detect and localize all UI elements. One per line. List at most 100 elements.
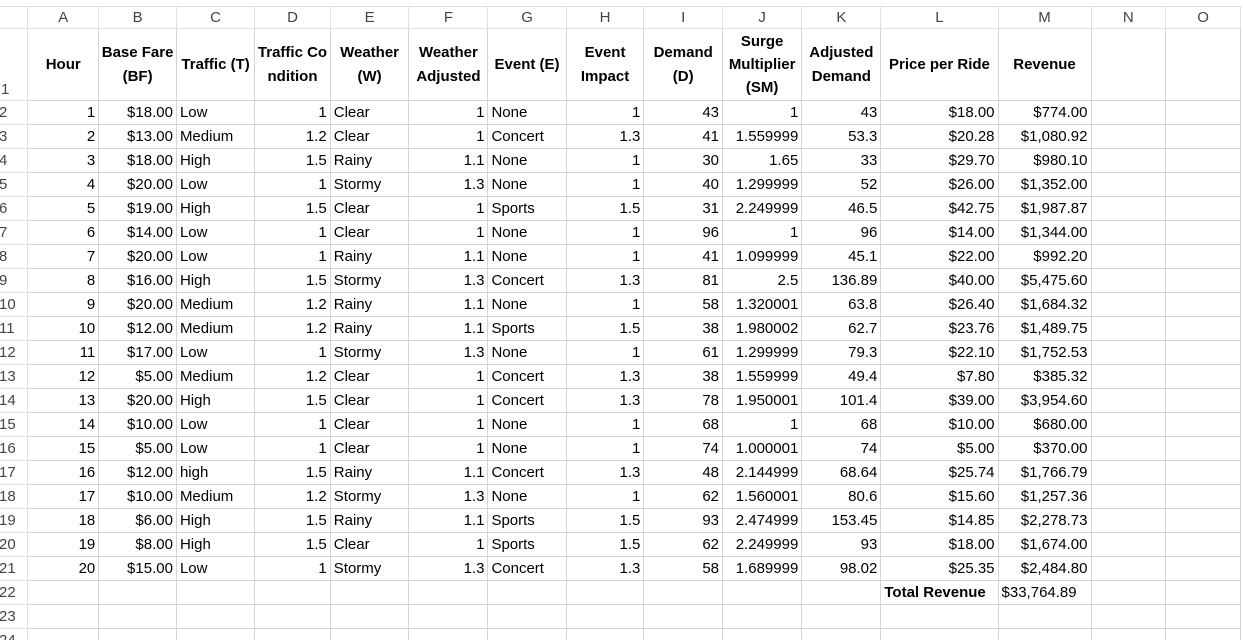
- cell-n[interactable]: [1090, 508, 1167, 533]
- cell-h[interactable]: 1.3: [565, 364, 645, 389]
- cell-g[interactable]: None: [487, 484, 567, 509]
- cell-b[interactable]: $15.00: [98, 556, 177, 581]
- row-header[interactable]: 12: [0, 340, 29, 365]
- cell-d[interactable]: 1.5: [254, 460, 331, 485]
- cell-l[interactable]: $39.00: [880, 388, 999, 413]
- cell-g[interactable]: None: [487, 172, 567, 197]
- cell-f[interactable]: 1: [408, 364, 489, 389]
- cell-d[interactable]: 1.5: [254, 508, 331, 533]
- cell-k[interactable]: 80.6: [801, 484, 882, 509]
- cell-l[interactable]: $26.00: [880, 172, 999, 197]
- cell-b[interactable]: [98, 604, 177, 629]
- cell-c[interactable]: Medium: [175, 124, 256, 149]
- row-header[interactable]: 22: [0, 580, 29, 605]
- cell-d[interactable]: 1.5: [254, 268, 331, 293]
- header-cell-i[interactable]: Demand (D): [643, 28, 724, 101]
- cell-a[interactable]: 5: [27, 196, 100, 221]
- cell-j[interactable]: 1.000001: [722, 436, 803, 461]
- column-header-d[interactable]: D: [254, 6, 331, 29]
- cell-k[interactable]: 52: [801, 172, 882, 197]
- cell-h[interactable]: 1: [565, 148, 645, 173]
- cell-h[interactable]: 1: [565, 292, 645, 317]
- cell-c[interactable]: Low: [175, 100, 256, 125]
- cell-o[interactable]: [1165, 148, 1241, 173]
- cell-n[interactable]: [1090, 148, 1167, 173]
- cell-j[interactable]: 2.5: [722, 268, 803, 293]
- row-header[interactable]: 5: [0, 172, 29, 197]
- cell-m[interactable]: $1,752.53: [997, 340, 1092, 365]
- cell-h[interactable]: 1: [565, 412, 645, 437]
- cell-k[interactable]: 33: [801, 148, 882, 173]
- cell-l[interactable]: $22.10: [880, 340, 999, 365]
- cell-f[interactable]: 1.1: [408, 244, 489, 269]
- row-header[interactable]: 23: [0, 604, 29, 629]
- cell-a[interactable]: [27, 604, 100, 629]
- header-cell-m[interactable]: Revenue: [997, 28, 1092, 101]
- cell-m[interactable]: $2,278.73: [997, 508, 1092, 533]
- cell-m[interactable]: $1,080.92: [997, 124, 1092, 149]
- cell-l[interactable]: [880, 628, 999, 640]
- cell-k[interactable]: 45.1: [801, 244, 882, 269]
- cell-e[interactable]: Rainy: [329, 292, 410, 317]
- cell-c[interactable]: Medium: [175, 484, 256, 509]
- cell-d[interactable]: 1.5: [254, 388, 331, 413]
- cell-h[interactable]: [565, 628, 645, 640]
- cell-n[interactable]: [1090, 364, 1167, 389]
- header-cell-g[interactable]: Event (E): [487, 28, 567, 101]
- cell-g[interactable]: Sports: [487, 316, 567, 341]
- cell-e[interactable]: Stormy: [329, 172, 410, 197]
- cell-n[interactable]: [1090, 604, 1167, 629]
- row-header[interactable]: 18: [0, 484, 29, 509]
- cell-o[interactable]: [1165, 268, 1241, 293]
- header-cell-n[interactable]: [1090, 28, 1167, 101]
- cell-m[interactable]: $1,257.36: [997, 484, 1092, 509]
- row-header[interactable]: 11: [0, 316, 29, 341]
- cell-n[interactable]: [1090, 100, 1167, 125]
- cell-f[interactable]: 1: [408, 100, 489, 125]
- header-cell-a[interactable]: Hour: [27, 28, 100, 101]
- cell-k[interactable]: [801, 604, 882, 629]
- cell-e[interactable]: Clear: [329, 436, 410, 461]
- cell-d[interactable]: 1.2: [254, 292, 331, 317]
- cell-m[interactable]: $385.32: [997, 364, 1092, 389]
- cell-c[interactable]: Low: [175, 436, 256, 461]
- cell-h[interactable]: [565, 604, 645, 629]
- cell-o[interactable]: [1165, 532, 1241, 557]
- cell-c[interactable]: High: [175, 148, 256, 173]
- cell-a[interactable]: [27, 628, 100, 640]
- cell-k[interactable]: 49.4: [801, 364, 882, 389]
- cell-i[interactable]: 38: [643, 316, 724, 341]
- cell-c[interactable]: Medium: [175, 316, 256, 341]
- cell-j[interactable]: 1.950001: [722, 388, 803, 413]
- cell-i[interactable]: 78: [643, 388, 724, 413]
- cell-h[interactable]: 1.5: [565, 196, 645, 221]
- cell-c[interactable]: Low: [175, 412, 256, 437]
- cell-f[interactable]: 1: [408, 388, 489, 413]
- cell-h[interactable]: [565, 580, 645, 605]
- cell-i[interactable]: 38: [643, 364, 724, 389]
- cell-l[interactable]: $26.40: [880, 292, 999, 317]
- header-cell-f[interactable]: Weather Adjusted: [408, 28, 489, 101]
- cell-e[interactable]: Clear: [329, 220, 410, 245]
- cell-l[interactable]: $14.00: [880, 220, 999, 245]
- cell-i[interactable]: 81: [643, 268, 724, 293]
- cell-f[interactable]: 1.1: [408, 316, 489, 341]
- cell-g[interactable]: None: [487, 292, 567, 317]
- cell-l[interactable]: $14.85: [880, 508, 999, 533]
- cell-l[interactable]: $18.00: [880, 100, 999, 125]
- cell-c[interactable]: High: [175, 268, 256, 293]
- cell-b[interactable]: $16.00: [98, 268, 177, 293]
- cell-j[interactable]: 1.980002: [722, 316, 803, 341]
- cell-f[interactable]: 1.3: [408, 268, 489, 293]
- cell-m[interactable]: $370.00: [997, 436, 1092, 461]
- cell-d[interactable]: 1.2: [254, 484, 331, 509]
- cell-l[interactable]: $29.70: [880, 148, 999, 173]
- cell-g[interactable]: Sports: [487, 532, 567, 557]
- cell-o[interactable]: [1165, 580, 1241, 605]
- cell-a[interactable]: 19: [27, 532, 100, 557]
- cell-k[interactable]: 46.5: [801, 196, 882, 221]
- cell-n[interactable]: [1090, 556, 1167, 581]
- cell-c[interactable]: High: [175, 508, 256, 533]
- row-header[interactable]: 16: [0, 436, 29, 461]
- cell-g[interactable]: None: [487, 220, 567, 245]
